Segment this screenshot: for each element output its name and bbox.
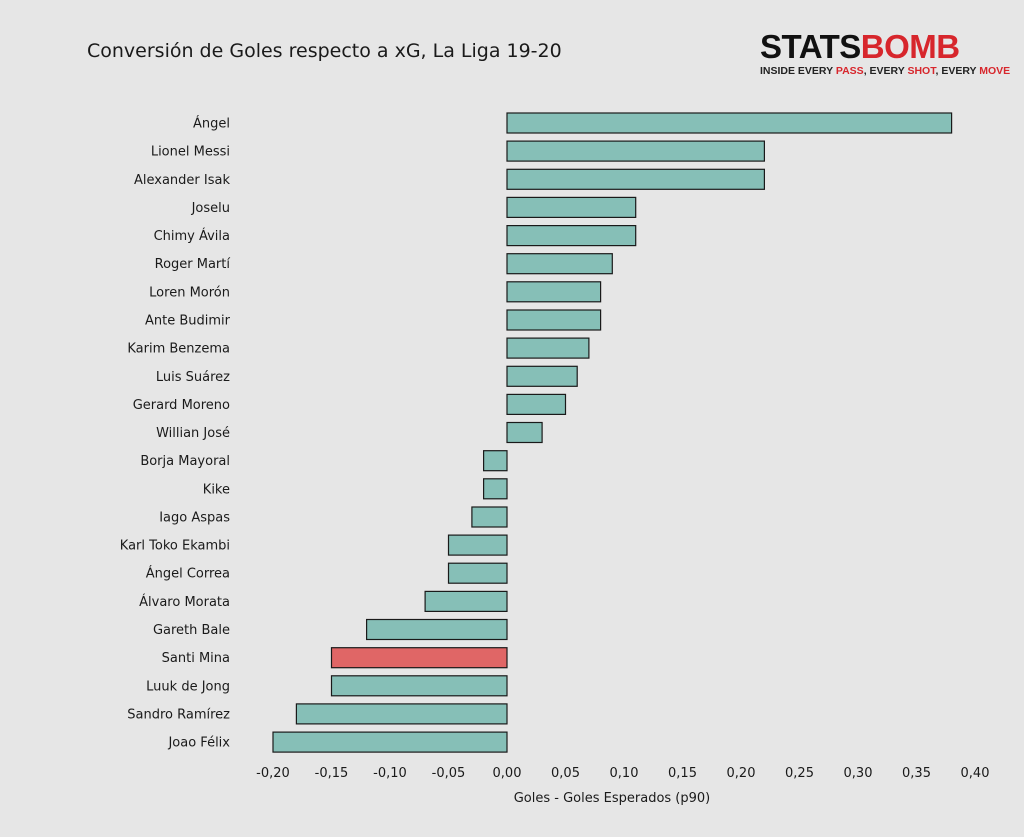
x-axis-label: Goles - Goles Esperados (p90) xyxy=(514,791,711,806)
logo-tagline-segment: , EVERY xyxy=(935,65,980,77)
x-tick-label: 0,35 xyxy=(902,766,931,781)
x-tick-label: 0,30 xyxy=(844,766,873,781)
y-tick-label: Karim Benzema xyxy=(127,342,230,357)
y-tick-label: Roger Martí xyxy=(155,257,231,272)
x-tick-label: 0,15 xyxy=(668,766,697,781)
bar xyxy=(366,618,508,641)
bar xyxy=(483,450,508,472)
logo-tagline: INSIDE EVERY PASS, EVERY SHOT, EVERY MOV… xyxy=(760,65,1010,77)
logo-tagline-segment: , EVERY xyxy=(863,65,908,77)
bar xyxy=(483,478,508,500)
y-tick-label: Willian José xyxy=(156,426,230,441)
y-tick-label: Joselu xyxy=(191,201,230,216)
bar xyxy=(295,703,508,725)
bar xyxy=(506,168,765,190)
bar xyxy=(506,225,637,247)
x-tick-label: 0,00 xyxy=(493,766,522,781)
logo-tagline-segment: SHOT xyxy=(907,65,936,77)
y-tick-label: Sandro Ramírez xyxy=(127,707,230,722)
y-tick-label: Ángel xyxy=(193,116,230,132)
x-tick-label: -0,20 xyxy=(256,766,290,781)
y-tick-label: Kike xyxy=(203,482,230,497)
y-tick-label: Ante Budimir xyxy=(145,314,231,329)
bar xyxy=(506,253,613,275)
y-tick-label: Gareth Bale xyxy=(153,623,230,638)
bar xyxy=(506,309,602,331)
bar xyxy=(506,393,567,415)
y-tick-label: Chimy Ávila xyxy=(154,228,230,244)
chart-title: Conversión de Goles respecto a xG, La Li… xyxy=(87,40,562,62)
y-tick-label: Gerard Moreno xyxy=(133,398,230,413)
x-tick-label: 0,40 xyxy=(961,766,990,781)
bar xyxy=(506,112,953,134)
x-tick-label: 0,05 xyxy=(551,766,580,781)
y-tick-label: Iago Aspas xyxy=(159,511,230,526)
x-tick-label: -0,15 xyxy=(315,766,349,781)
logo-tagline-segment: INSIDE EVERY xyxy=(760,65,836,77)
bar xyxy=(330,675,508,697)
y-tick-label: Loren Morón xyxy=(149,285,230,300)
x-tick-label: -0,10 xyxy=(373,766,407,781)
x-tick-label: 0,25 xyxy=(785,766,814,781)
y-tick-label: Álvaro Morata xyxy=(139,594,230,610)
bar xyxy=(506,196,637,218)
bar xyxy=(447,562,508,584)
bar xyxy=(447,534,508,556)
bar xyxy=(506,140,765,162)
y-tick-label: Borja Mayoral xyxy=(140,454,230,469)
y-tick-label: Alexander Isak xyxy=(134,173,230,188)
bar xyxy=(506,421,543,444)
y-tick-label: Lionel Messi xyxy=(151,145,230,160)
bar xyxy=(471,506,508,528)
x-tick-label: 0,10 xyxy=(610,766,639,781)
y-tick-label: Santi Mina xyxy=(162,651,230,666)
statsbomb-logo: STATSBOMB INSIDE EVERY PASS, EVERY SHOT,… xyxy=(760,30,1010,82)
y-tick-label: Joao Félix xyxy=(167,736,230,751)
logo-tagline-segment: PASS xyxy=(835,65,864,77)
logo-wordmark-bomb: BOMB xyxy=(860,28,960,65)
y-tick-label: Luuk de Jong xyxy=(146,679,230,694)
logo-wordmark: STATSBOMB xyxy=(760,30,992,64)
bar xyxy=(506,365,578,387)
bar xyxy=(272,731,508,753)
x-tick-label: -0,05 xyxy=(432,766,466,781)
logo-wordmark-stats: STATS xyxy=(760,28,861,65)
bar xyxy=(506,281,602,303)
bar xyxy=(330,647,508,669)
y-tick-label: Luis Suárez xyxy=(156,370,230,385)
y-tick-label: Ángel Correa xyxy=(146,566,230,582)
bar xyxy=(506,337,590,359)
logo-tagline-segment: MOVE xyxy=(979,65,1011,77)
bar xyxy=(424,590,508,613)
y-tick-label: Karl Toko Ekambi xyxy=(120,539,230,554)
x-tick-label: 0,20 xyxy=(727,766,756,781)
